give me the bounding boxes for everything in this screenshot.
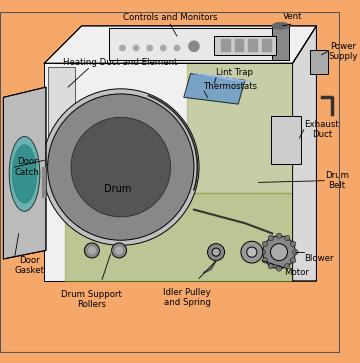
Text: Drum Support
Rollers: Drum Support Rollers: [62, 290, 122, 309]
Circle shape: [263, 236, 295, 269]
Circle shape: [284, 235, 290, 241]
FancyBboxPatch shape: [109, 28, 286, 60]
Circle shape: [208, 244, 225, 261]
Text: Thermostats: Thermostats: [204, 82, 258, 90]
Circle shape: [161, 45, 166, 51]
Text: Drum: Drum: [104, 184, 131, 194]
Text: Vent: Vent: [283, 12, 302, 21]
Bar: [262, 40, 270, 52]
Circle shape: [116, 247, 122, 254]
Text: Idler Pulley
and Spring: Idler Pulley and Spring: [163, 288, 211, 307]
Text: Lint Trap: Lint Trap: [216, 68, 253, 77]
Text: Door
Gasket: Door Gasket: [15, 256, 45, 276]
Circle shape: [262, 258, 267, 263]
Text: Door
Catch: Door Catch: [15, 158, 40, 177]
Text: Power
Supply: Power Supply: [328, 42, 358, 61]
Circle shape: [276, 266, 282, 271]
Ellipse shape: [272, 23, 289, 29]
Circle shape: [293, 249, 298, 255]
Circle shape: [241, 241, 263, 263]
Bar: [221, 40, 230, 52]
Text: Motor: Motor: [284, 268, 309, 277]
Polygon shape: [44, 26, 316, 63]
Text: Heating Duct and Element: Heating Duct and Element: [63, 58, 177, 67]
Circle shape: [291, 258, 296, 263]
Bar: [235, 40, 243, 52]
Circle shape: [262, 241, 267, 247]
Polygon shape: [3, 87, 46, 259]
Circle shape: [134, 45, 139, 51]
Polygon shape: [293, 26, 316, 281]
Ellipse shape: [13, 145, 36, 203]
Bar: [310, 50, 328, 73]
Text: Controls and Monitors: Controls and Monitors: [123, 13, 217, 23]
Circle shape: [291, 241, 296, 247]
Text: Exhaust
Duct: Exhaust Duct: [305, 120, 339, 139]
Polygon shape: [48, 67, 75, 182]
Circle shape: [48, 94, 194, 240]
Circle shape: [71, 117, 171, 217]
Text: Drum
Belt: Drum Belt: [325, 171, 349, 190]
Circle shape: [89, 247, 95, 254]
Polygon shape: [184, 73, 245, 104]
Bar: [248, 40, 257, 52]
Circle shape: [268, 235, 274, 241]
FancyBboxPatch shape: [44, 63, 293, 281]
Polygon shape: [187, 63, 293, 193]
FancyBboxPatch shape: [270, 116, 301, 164]
Circle shape: [268, 264, 274, 269]
Circle shape: [270, 244, 288, 261]
Circle shape: [284, 264, 290, 269]
Circle shape: [189, 41, 199, 52]
Circle shape: [174, 45, 180, 51]
Bar: [272, 26, 289, 60]
Text: Blower: Blower: [305, 254, 334, 264]
Circle shape: [212, 248, 220, 256]
Circle shape: [260, 249, 265, 255]
Circle shape: [120, 45, 125, 51]
Ellipse shape: [9, 136, 40, 211]
Circle shape: [112, 243, 127, 258]
Circle shape: [276, 233, 282, 238]
Circle shape: [84, 243, 99, 258]
Bar: [214, 36, 276, 55]
Circle shape: [42, 89, 199, 245]
Circle shape: [147, 45, 152, 51]
Circle shape: [247, 247, 257, 257]
Polygon shape: [65, 193, 293, 281]
